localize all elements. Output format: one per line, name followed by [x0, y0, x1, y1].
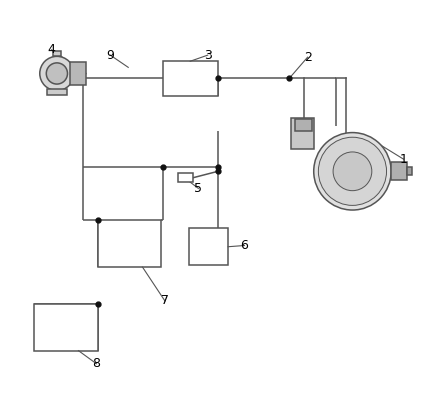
Circle shape [314, 133, 391, 210]
Text: 9: 9 [107, 49, 114, 62]
Text: 3: 3 [204, 49, 212, 62]
Text: 8: 8 [92, 357, 100, 370]
Text: 7: 7 [161, 295, 169, 307]
Text: 1: 1 [400, 153, 407, 166]
Bar [163, 61, 218, 96]
Text: 6: 6 [241, 239, 248, 252]
Bar [47, 89, 67, 95]
Bar [178, 173, 193, 182]
Circle shape [333, 152, 372, 191]
Bar [35, 304, 98, 351]
Circle shape [40, 56, 74, 91]
Text: 2: 2 [304, 51, 312, 64]
Bar [295, 119, 312, 131]
Bar [291, 118, 314, 149]
Bar [408, 167, 412, 176]
Bar [190, 228, 228, 265]
Bar [98, 220, 161, 267]
Text: 5: 5 [194, 182, 202, 195]
Circle shape [318, 137, 387, 206]
Bar [53, 51, 61, 56]
Text: 4: 4 [48, 43, 56, 56]
Bar [391, 162, 408, 180]
Circle shape [46, 63, 67, 84]
Bar [70, 62, 86, 85]
